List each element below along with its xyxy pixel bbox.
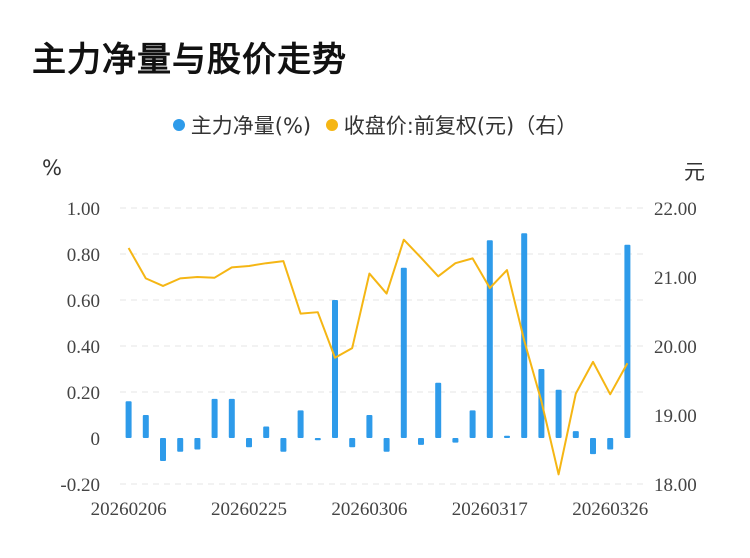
net-volume-bar [607, 438, 614, 450]
net-volume-bar [211, 398, 218, 438]
net-volume-bar [228, 398, 235, 438]
net-volume-bar [572, 431, 579, 438]
x-tick-label: 20260317 [452, 499, 528, 520]
net-volume-bar [435, 382, 442, 438]
close-price-line [127, 238, 629, 476]
right-tick-label: 21.00 [654, 268, 697, 289]
x-tick-label: 20260225 [211, 499, 287, 520]
net-volume-bar [590, 438, 596, 455]
left-axis-unit: % [42, 156, 62, 180]
net-volume-bar [486, 240, 493, 438]
net-volume-bar [160, 438, 166, 461]
net-volume-bar [400, 267, 407, 438]
left-tick-label: 0.80 [67, 245, 100, 266]
net-volume-bar [142, 415, 149, 438]
net-volume-bar [452, 438, 459, 443]
net-volume-bar [469, 410, 476, 438]
legend-dot-line-icon [325, 119, 338, 131]
net-volume-bar [314, 438, 321, 441]
left-tick-label: 0.40 [67, 337, 100, 358]
right-tick-label: 18.00 [654, 475, 697, 496]
right-axis-unit: 元 [684, 160, 705, 184]
net-volume-bar [555, 389, 562, 438]
net-volume-bar [504, 435, 510, 438]
legend-item-net-volume[interactable]: 主力净量(%) [172, 110, 312, 140]
net-volume-bar [366, 415, 373, 438]
net-volume-bar [418, 438, 424, 445]
right-tick-label: 22.00 [654, 199, 697, 220]
net-volume-bar [521, 233, 528, 438]
left-tick-label: -0.20 [60, 475, 100, 496]
legend-label-bar: 主力净量(%) [190, 114, 312, 138]
legend-dot-bar-icon [172, 119, 185, 131]
net-volume-bar [349, 438, 356, 448]
net-volume-bar [125, 401, 132, 438]
right-tick-label: 20.00 [654, 337, 697, 358]
chart-title: 主力净量与股价走势 [32, 40, 347, 80]
net-volume-bar [297, 410, 304, 438]
x-tick-label: 20260306 [331, 499, 407, 520]
net-volume-bar [177, 438, 184, 452]
right-tick-label: 19.00 [654, 406, 697, 427]
left-tick-label: 0.60 [67, 291, 100, 312]
left-tick-label: 1.00 [67, 199, 100, 220]
net-volume-bar [194, 438, 201, 450]
net-volume-bar [263, 426, 270, 438]
legend-item-close-price[interactable]: 收盘价:前复权(元)（右） [325, 110, 578, 140]
net-volume-bar [383, 438, 390, 452]
left-tick-label: 0 [91, 429, 101, 450]
net-volume-bar [246, 438, 252, 448]
legend: 主力净量(%) 收盘价:前复权(元)（右） [0, 110, 750, 140]
x-tick-label: 20260206 [91, 499, 167, 520]
net-volume-bar [280, 438, 287, 452]
left-tick-label: 0.20 [67, 383, 100, 404]
net-volume-bar [624, 244, 631, 438]
legend-label-line: 收盘价:前复权(元)（右） [343, 114, 578, 138]
net-volume-bar [332, 300, 338, 438]
x-tick-label: 20260326 [572, 499, 648, 520]
